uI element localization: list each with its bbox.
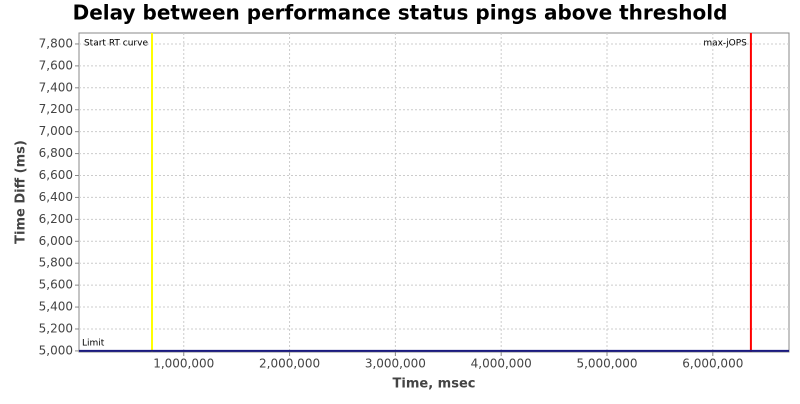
y-tick-label: 5,400 — [39, 300, 73, 314]
y-tick-label: 5,600 — [39, 278, 73, 292]
marker-label: max-jOPS — [703, 39, 747, 49]
x-tick-label: 3,000,000 — [365, 357, 426, 371]
plot-area — [78, 32, 790, 353]
y-tick-label: 5,000 — [39, 343, 73, 357]
marker-label: Start RT curve — [84, 39, 148, 49]
x-tick-label: 2,000,000 — [259, 357, 320, 371]
y-tick-label: 7,200 — [39, 102, 73, 116]
chart-title: Delay between performance status pings a… — [73, 1, 728, 25]
x-tick-label: 5,000,000 — [576, 357, 637, 371]
y-tick-label: 7,400 — [39, 80, 73, 94]
y-tick-label: 7,000 — [39, 124, 73, 138]
x-tick-label: 1,000,000 — [153, 357, 214, 371]
x-tick-label: 4,000,000 — [471, 357, 532, 371]
y-tick-label: 5,800 — [39, 256, 73, 270]
y-tick-label: 5,200 — [39, 321, 73, 335]
x-axis-label: Time, msec — [393, 377, 476, 392]
marker-label: Limit — [82, 338, 105, 348]
y-tick-label: 7,800 — [39, 36, 73, 50]
y-tick-label: 6,800 — [39, 146, 73, 160]
y-axis-label: Time Diff (ms) — [14, 140, 29, 244]
y-tick-label: 6,600 — [39, 168, 73, 182]
y-tick-label: 6,400 — [39, 190, 73, 204]
y-tick-label: 6,000 — [39, 234, 73, 248]
y-tick-label: 7,600 — [39, 58, 73, 72]
y-tick-label: 6,200 — [39, 212, 73, 226]
x-tick-label: 6,000,000 — [682, 357, 743, 371]
